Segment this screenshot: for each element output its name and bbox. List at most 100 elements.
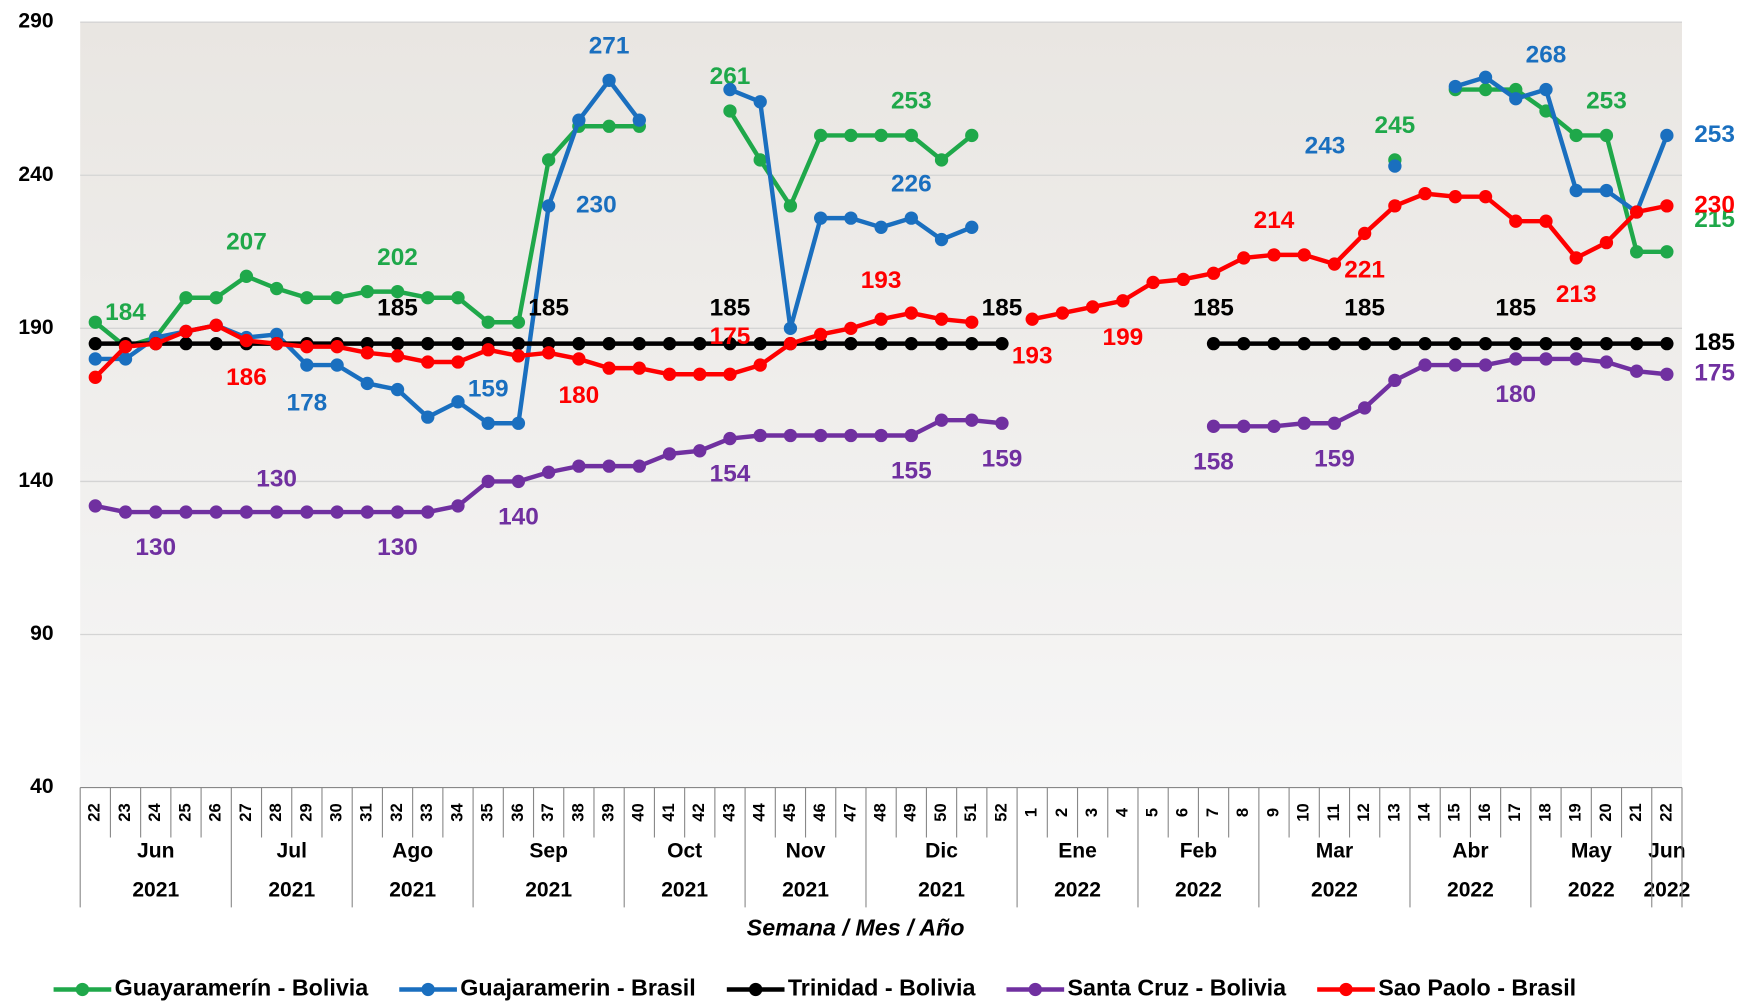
marker bbox=[844, 336, 858, 351]
marker bbox=[1176, 272, 1190, 287]
y-tick-label: 190 bbox=[18, 316, 53, 339]
marker bbox=[1660, 245, 1674, 259]
marker bbox=[934, 336, 949, 351]
x-tick-label: 14 bbox=[1414, 803, 1433, 822]
x-tick-label: 45 bbox=[780, 803, 799, 822]
marker bbox=[1327, 416, 1342, 430]
marker bbox=[783, 428, 798, 443]
data-label: 213 bbox=[1556, 281, 1597, 308]
marker bbox=[1418, 358, 1432, 372]
legend-item: Santa Cruz - Bolivia bbox=[1006, 975, 1287, 1001]
marker bbox=[360, 505, 374, 519]
marker bbox=[753, 153, 767, 167]
marker bbox=[1539, 336, 1553, 351]
marker bbox=[753, 336, 767, 351]
x-tick-label: 30 bbox=[326, 803, 345, 822]
marker bbox=[269, 281, 284, 296]
marker bbox=[783, 321, 798, 335]
marker bbox=[1629, 336, 1644, 351]
marker bbox=[239, 333, 254, 348]
data-label: 271 bbox=[589, 33, 630, 60]
data-label: 154 bbox=[710, 461, 751, 488]
marker bbox=[300, 291, 314, 305]
data-label: 199 bbox=[1103, 324, 1144, 351]
marker bbox=[1478, 358, 1493, 372]
data-label: 158 bbox=[1193, 448, 1234, 475]
marker bbox=[844, 128, 858, 143]
month-label: Nov bbox=[786, 839, 826, 862]
data-label: 215 bbox=[1694, 206, 1735, 233]
marker bbox=[1599, 235, 1614, 250]
month-label: May bbox=[1571, 839, 1612, 862]
legend-item: Sao Paolo - Brasil bbox=[1317, 975, 1576, 1001]
x-tick-label: 47 bbox=[840, 803, 859, 822]
marker bbox=[632, 361, 646, 375]
marker bbox=[1357, 226, 1372, 241]
marker bbox=[904, 336, 918, 351]
marker bbox=[421, 505, 435, 519]
marker bbox=[723, 82, 737, 97]
marker bbox=[330, 340, 344, 354]
legend-item: Guajaramerin - Brasil bbox=[399, 975, 696, 1001]
plot-background bbox=[80, 22, 1682, 788]
marker bbox=[179, 505, 193, 519]
data-label: 230 bbox=[1694, 191, 1735, 218]
marker bbox=[1448, 190, 1462, 204]
x-tick-label: 21 bbox=[1626, 803, 1645, 822]
marker bbox=[390, 284, 405, 299]
data-label: 185 bbox=[1344, 295, 1385, 322]
marker bbox=[723, 104, 737, 118]
month-label: Sep bbox=[529, 839, 568, 862]
data-label: 230 bbox=[576, 191, 617, 218]
marker bbox=[1085, 300, 1100, 314]
marker bbox=[269, 505, 284, 519]
marker bbox=[239, 269, 254, 283]
marker bbox=[330, 291, 344, 305]
marker bbox=[239, 505, 254, 519]
marker bbox=[602, 459, 616, 473]
marker bbox=[904, 428, 918, 443]
marker bbox=[1599, 355, 1614, 369]
marker bbox=[723, 367, 737, 381]
marker bbox=[1267, 336, 1281, 351]
marker bbox=[1146, 275, 1160, 290]
marker bbox=[209, 505, 223, 519]
legend-label: Guayaramerín - Bolivia bbox=[115, 975, 370, 1001]
marker bbox=[904, 306, 918, 320]
marker bbox=[723, 336, 737, 351]
y-tick-label: 90 bbox=[30, 622, 53, 645]
marker bbox=[1297, 336, 1311, 351]
marker bbox=[511, 315, 526, 329]
marker bbox=[783, 199, 798, 213]
marker bbox=[209, 291, 223, 305]
x-tick-label: 44 bbox=[750, 803, 769, 822]
data-label: 130 bbox=[135, 534, 176, 561]
marker bbox=[1388, 159, 1402, 173]
marker bbox=[360, 336, 374, 351]
data-label: 221 bbox=[1344, 257, 1385, 284]
y-tick-label: 140 bbox=[18, 469, 53, 492]
x-tick-label: 8 bbox=[1233, 808, 1252, 817]
marker bbox=[632, 113, 646, 127]
month-label: Jun bbox=[1648, 839, 1685, 862]
marker bbox=[1237, 336, 1251, 351]
marker bbox=[1629, 364, 1644, 378]
x-tick-label: 50 bbox=[931, 803, 950, 822]
marker bbox=[874, 220, 888, 234]
month-label: Jul bbox=[277, 839, 307, 862]
data-label: 175 bbox=[710, 323, 751, 350]
marker bbox=[965, 336, 979, 351]
month-label: Ago bbox=[392, 839, 433, 862]
marker bbox=[1478, 70, 1493, 84]
marker bbox=[1569, 352, 1583, 366]
x-tick-label: 24 bbox=[145, 803, 164, 822]
marker bbox=[965, 413, 979, 427]
marker bbox=[1629, 205, 1644, 219]
marker bbox=[360, 376, 374, 391]
marker bbox=[541, 465, 556, 479]
marker bbox=[874, 428, 888, 443]
marker bbox=[511, 474, 526, 489]
marker bbox=[965, 315, 979, 329]
marker bbox=[662, 336, 677, 351]
